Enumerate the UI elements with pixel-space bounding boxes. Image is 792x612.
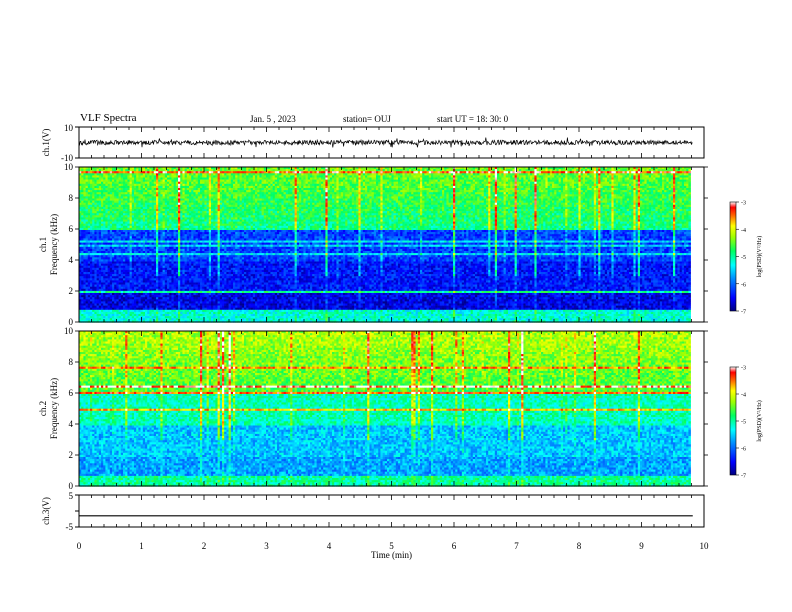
ch2-colorbar-label: log(PSD)(V²/Hz)	[756, 400, 763, 441]
ch2-spec-ylabel-2: Frequency (kHz)	[49, 378, 59, 439]
ch3-ytick-top: 5	[69, 491, 74, 501]
x-tick-label: 7	[514, 541, 519, 551]
ch1-spec-ylabel-1: ch.1	[38, 237, 48, 252]
date-label: Jan. 5 , 2023	[250, 114, 296, 124]
chart-title: VLF Spectra	[80, 112, 137, 124]
ch1-colorbar-tick-label: -3	[741, 201, 746, 207]
ch1-spectrogram-cells	[79, 167, 691, 323]
ch1-ytick-top: 10	[64, 123, 74, 133]
ch3-ytick-bottom: -5	[66, 522, 74, 532]
ch1-ytick-bottom: -10	[61, 153, 73, 163]
ch2-colorbar-tick-label: -3	[741, 366, 746, 372]
x-tick-label: 3	[264, 541, 269, 551]
ch1-spec-ytick: 4	[69, 255, 74, 265]
ch1-spec-ylabel-2: Frequency (kHz)	[49, 214, 59, 275]
x-tick-label: 2	[202, 541, 207, 551]
x-tick-label: 5	[389, 541, 394, 551]
ch2-spec-ytick: 0	[69, 481, 74, 491]
ch1-colorbar-tick-label: -6	[741, 282, 746, 288]
x-tick-label: 8	[577, 541, 582, 551]
ch2-spec-ytick: 6	[69, 388, 74, 398]
ch2-spec-ytick: 4	[69, 419, 74, 429]
ch1-spec-ytick: 10	[64, 162, 74, 172]
ch2-spec-ytick: 10	[64, 326, 74, 336]
x-axis-label: Time (min)	[371, 550, 412, 560]
ch1-colorbar-tick-label: -5	[741, 255, 746, 261]
ch1-spec-ytick: 8	[69, 193, 74, 203]
ch2-spec-ytick: 2	[69, 450, 74, 460]
ch1-spec-ytick: 0	[69, 317, 74, 327]
x-tick-label: 9	[639, 541, 644, 551]
x-tick-label: 0	[77, 541, 82, 551]
axes-layer	[75, 126, 739, 528]
ch2-colorbar	[729, 366, 737, 476]
x-tick-label: 6	[452, 541, 457, 551]
ch2-spec-ytick: 8	[69, 357, 74, 367]
ch1-colorbar-tick-label: -7	[741, 310, 746, 316]
ch1-spec-ytick: 2	[69, 286, 74, 296]
ch2-colorbar-tick-label: -4	[741, 393, 746, 399]
ch1-colorbar-label: log(PSD)(V²/Hz)	[756, 236, 763, 277]
ch2-spec-ylabel-1: ch.2	[38, 401, 48, 416]
ch1-waveform-ylabel: ch.1(V)	[41, 129, 51, 157]
ch1-colorbar-tick-label: -4	[741, 228, 746, 234]
x-tick-label: 10	[700, 541, 710, 551]
ch3-waveform-ylabel: ch.3(V)	[41, 497, 51, 525]
station-label: station= OUJ	[343, 114, 391, 124]
ch2-colorbar-tick-label: -7	[741, 474, 746, 480]
x-tick-label: 4	[327, 541, 332, 551]
ch2-colorbar-tick-label: -5	[741, 420, 746, 426]
ch1-waveform-line	[78, 137, 693, 148]
ch2-spectrogram-cells	[79, 331, 691, 487]
ch1-spec-ytick: 6	[69, 224, 74, 234]
x-tick-label: 1	[139, 541, 144, 551]
ch1-colorbar	[729, 201, 737, 312]
panels-layer	[78, 137, 737, 517]
start-time-label: start UT = 18: 30: 0	[437, 114, 508, 124]
ch2-colorbar-tick-label: -6	[741, 447, 746, 453]
